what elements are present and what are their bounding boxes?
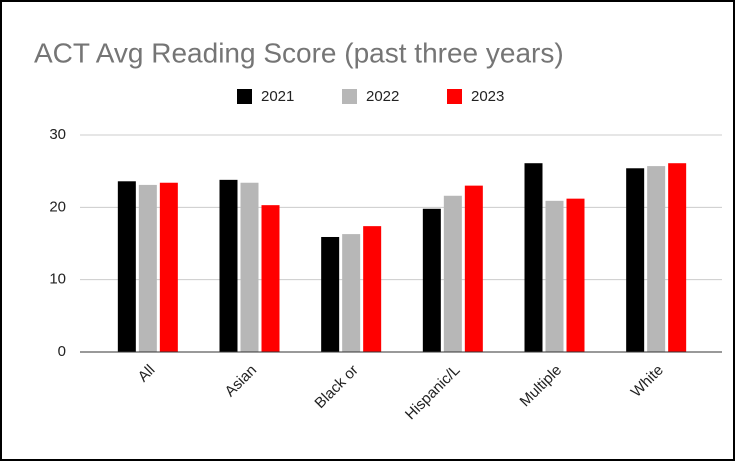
bar xyxy=(545,200,564,352)
legend-label: 2022 xyxy=(366,88,399,105)
bar xyxy=(138,184,157,352)
bar xyxy=(240,182,259,352)
bar xyxy=(219,179,238,352)
legend-swatch xyxy=(342,89,357,104)
bar xyxy=(524,163,543,352)
bar xyxy=(464,185,483,352)
bar xyxy=(363,226,382,352)
bar xyxy=(342,234,361,352)
bar xyxy=(159,182,178,352)
y-tick-label: 20 xyxy=(49,198,66,215)
bar xyxy=(261,205,280,352)
chart-title: ACT Avg Reading Score (past three years) xyxy=(34,37,564,68)
legend-swatch xyxy=(237,89,252,104)
bar xyxy=(626,168,645,352)
legend-label: 2023 xyxy=(471,88,504,105)
y-tick-label: 30 xyxy=(49,126,66,143)
bar xyxy=(566,198,585,352)
y-tick-label: 0 xyxy=(58,343,66,360)
bar xyxy=(321,236,340,352)
bar xyxy=(443,195,462,352)
legend-label: 2021 xyxy=(261,88,294,105)
y-tick-label: 10 xyxy=(49,271,66,288)
bar xyxy=(668,163,687,352)
bar xyxy=(422,208,441,352)
legend-swatch xyxy=(447,89,462,104)
bar xyxy=(117,181,136,352)
bar xyxy=(647,166,666,352)
